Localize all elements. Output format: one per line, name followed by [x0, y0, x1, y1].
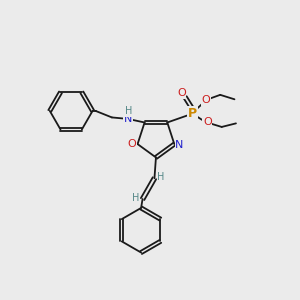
Text: N: N [175, 140, 184, 150]
Text: N: N [124, 114, 132, 124]
Text: P: P [188, 107, 197, 120]
Text: O: O [202, 95, 210, 105]
Text: O: O [128, 139, 136, 149]
Text: H: H [157, 172, 165, 182]
Text: O: O [177, 88, 186, 98]
Text: H: H [132, 193, 140, 202]
Text: O: O [203, 118, 212, 128]
Text: H: H [125, 106, 133, 116]
